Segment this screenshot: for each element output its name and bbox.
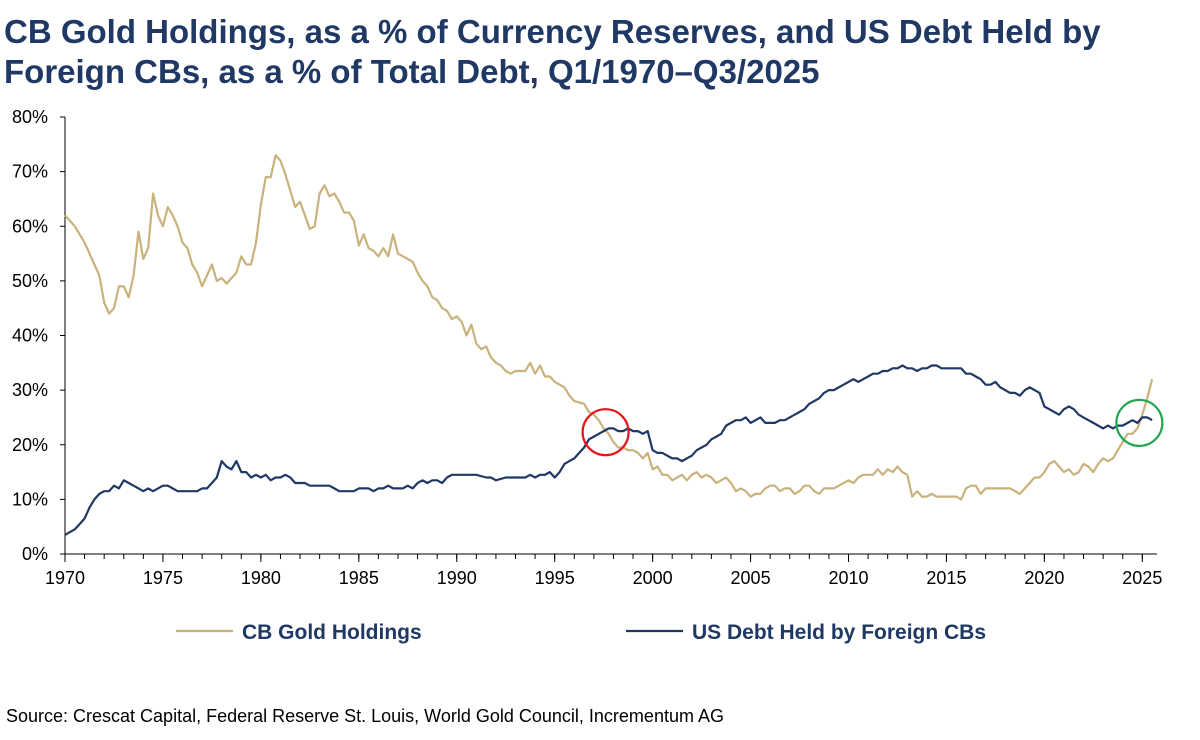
x-tick-label: 2000 [633, 568, 673, 588]
crossover-circle-red [581, 408, 630, 457]
x-tick-label: 1985 [339, 568, 379, 588]
x-tick-label: 2015 [926, 568, 966, 588]
annotation-layer [581, 398, 1164, 457]
y-axis: 0% 10% 20% 30% 40% 50% 60% 70% 80% [12, 107, 66, 564]
source-note: Source: Crescat Capital, Federal Reserve… [6, 706, 724, 726]
legend-label: US Debt Held by Foreign CBs [692, 621, 986, 644]
series-line-cb-gold-holdings [64, 154, 1154, 501]
y-tick-label: 30% [12, 380, 48, 400]
x-tick-label: 2010 [828, 568, 868, 588]
series-line-us-debt-foreign-cbs [64, 364, 1153, 536]
y-tick-label: 0% [22, 544, 48, 564]
x-tick-label: 2005 [731, 568, 771, 588]
x-axis: 1970 1975 1980 1985 1990 1995 2000 2005 2010 2015… [45, 553, 1162, 588]
x-tick-label: 2025 [1122, 568, 1162, 588]
y-tick-label: 80% [12, 107, 48, 127]
y-tick-label: 70% [12, 162, 48, 182]
chart-title: CB Gold Holdings, as a % of Currency Res… [4, 13, 1101, 90]
y-tick-label: 10% [12, 489, 48, 509]
legend-label: CB Gold Holdings [242, 621, 422, 644]
y-tick-label: 40% [12, 326, 48, 346]
x-tick-label: 2020 [1024, 568, 1064, 588]
x-tick-label: 1995 [535, 568, 575, 588]
x-tick-label: 1970 [45, 568, 85, 588]
x-tick-label: 1980 [241, 568, 281, 588]
y-tick-label: 50% [12, 271, 48, 291]
x-tick-label: 1990 [437, 568, 477, 588]
series-layer [64, 154, 1154, 536]
y-tick-label: 60% [12, 216, 48, 236]
legend: CB Gold Holdings US Debt Held by Foreign … [176, 621, 986, 644]
y-tick-label: 20% [12, 435, 48, 455]
line-chart: 0%10%20%30%40%50%60%70%80% 1970 1975 1980 1… [12, 107, 1164, 644]
crossover-circle-green [1115, 398, 1164, 447]
x-tick-label: 1975 [143, 568, 183, 588]
